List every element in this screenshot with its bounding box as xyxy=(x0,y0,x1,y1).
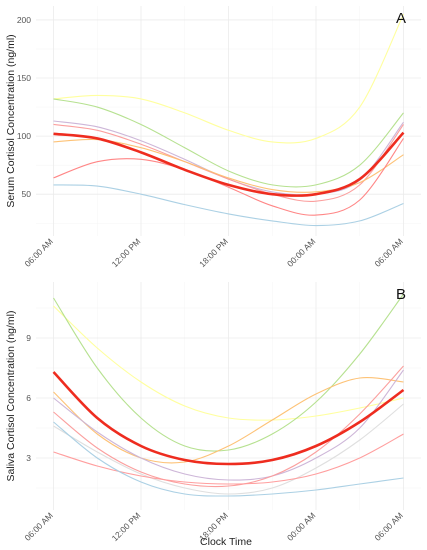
x-tick-label: 00:00 AM xyxy=(285,510,317,542)
individual-series-line-3 xyxy=(53,377,404,464)
panel-a: 50 100 150 200 06:00 AM 12:00 PM 18:00 PM 00:00… xyxy=(5,6,421,269)
individual-series-line-4 xyxy=(53,123,404,202)
x-tick-label: 06:00 AM xyxy=(22,236,54,268)
x-tick-label: 00:00 AM xyxy=(285,236,317,268)
individual-series-line-1 xyxy=(53,13,404,144)
y-tick-label: 100 xyxy=(17,131,31,141)
y-axis-title: Saliva Cortisol Concentration (ng/ml) xyxy=(5,311,17,482)
y-tick-label: 200 xyxy=(17,15,31,25)
x-tick-label: 18:00 PM xyxy=(197,236,230,269)
individual-series-line-1 xyxy=(53,305,404,421)
individual-series-line-4 xyxy=(53,369,404,481)
y-tick-label: 9 xyxy=(26,333,31,343)
y-tick-label: 150 xyxy=(17,73,31,83)
mean-series-line xyxy=(52,371,405,466)
y-axis-title: Serum Cortisol Concentration (ng/ml) xyxy=(5,34,17,207)
y-tick-label: 50 xyxy=(22,189,32,199)
y-tick-label: 6 xyxy=(26,393,31,403)
y-tick-label: 3 xyxy=(26,453,31,463)
individual-series-line-8 xyxy=(53,421,404,497)
panel-label: A xyxy=(396,10,406,27)
x-tick-label: 12:00 PM xyxy=(110,510,143,543)
individual-series-line-7 xyxy=(53,433,404,485)
x-axis-title: Clock Time xyxy=(200,536,252,548)
x-tick-label: 06:00 AM xyxy=(372,510,404,542)
x-tick-label: 12:00 PM xyxy=(110,236,143,269)
individual-series-line-2 xyxy=(53,98,404,188)
individual-series-line-7 xyxy=(53,184,404,227)
individual-series-line-6 xyxy=(53,403,404,495)
x-tick-label: 06:00 AM xyxy=(22,510,54,542)
individual-series-line-5 xyxy=(53,365,404,488)
individual-series-line-6 xyxy=(53,138,404,216)
individual-series-line-2 xyxy=(53,293,404,452)
panel-label: B xyxy=(396,286,406,303)
mean-series-line xyxy=(53,131,405,198)
x-tick-label: 06:00 AM xyxy=(372,236,404,268)
